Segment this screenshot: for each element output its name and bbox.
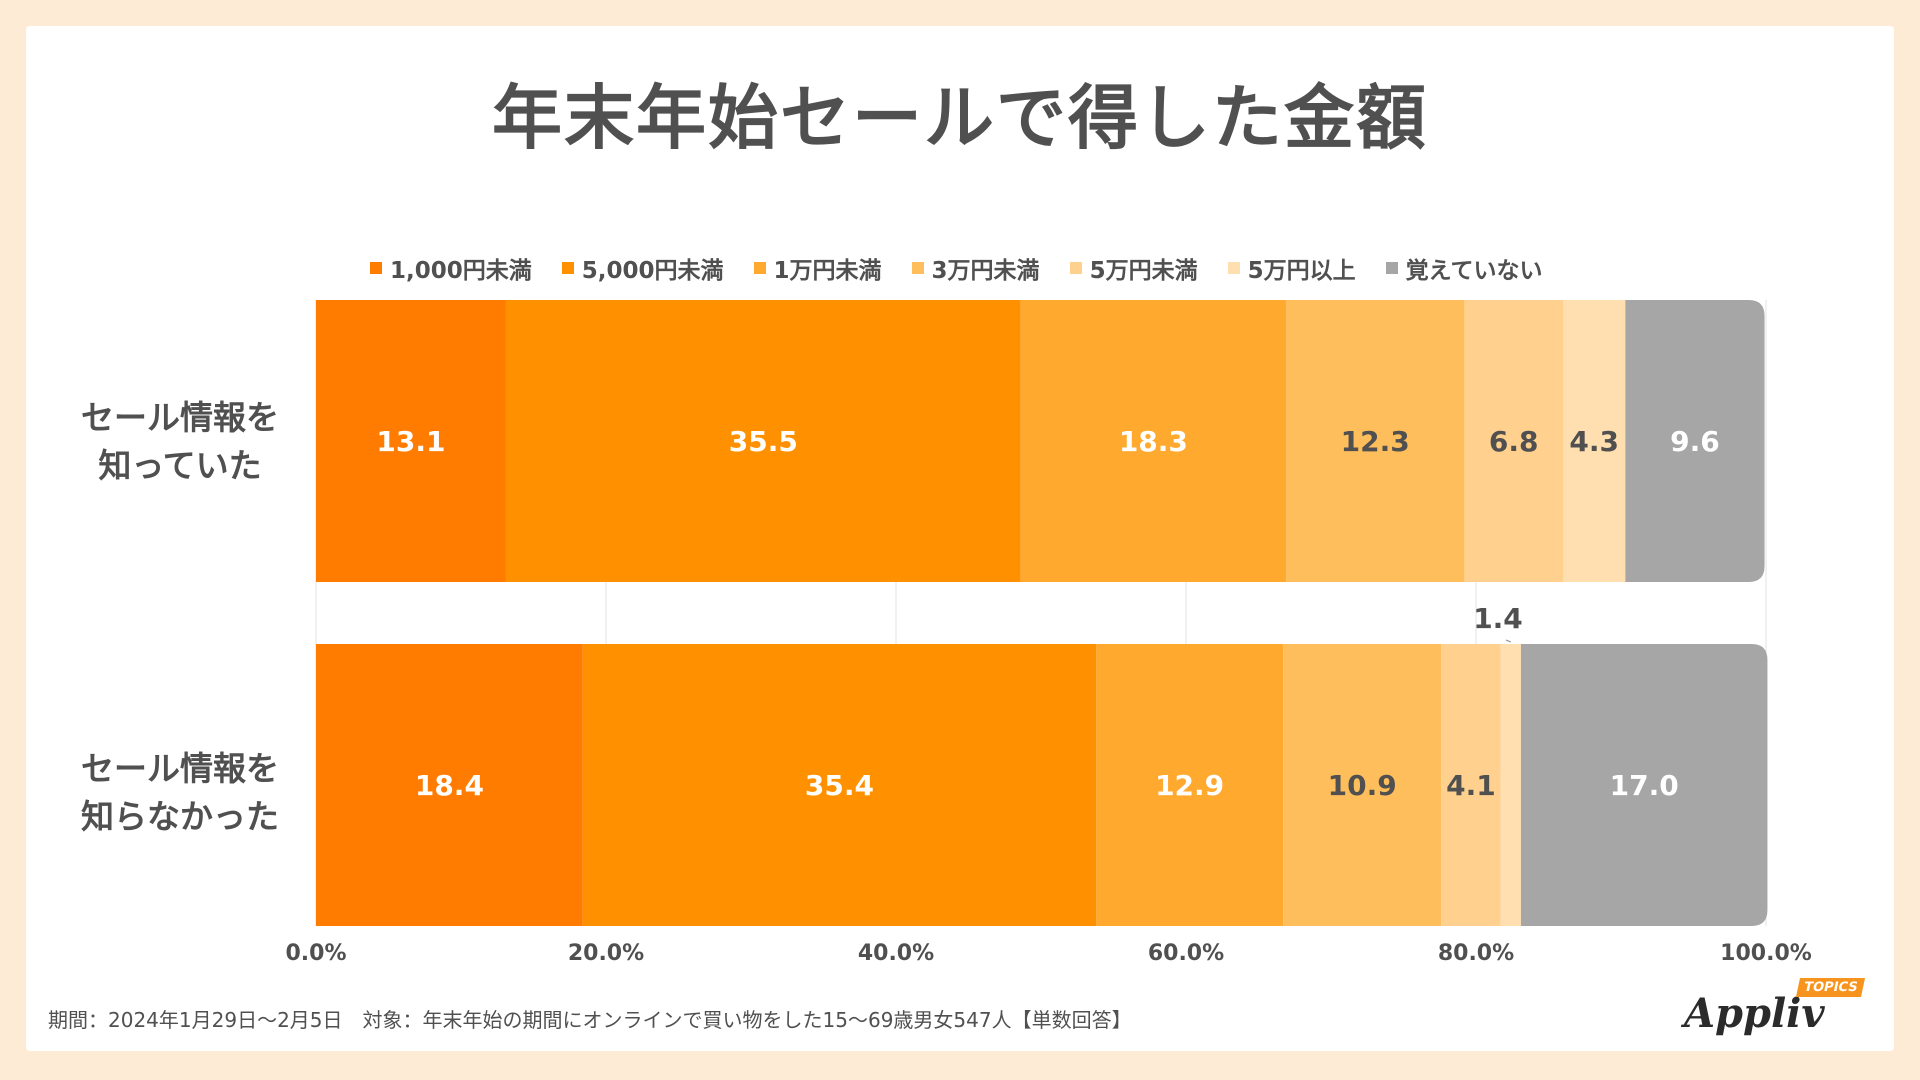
x-tick-label: 80.0%	[1438, 941, 1514, 966]
category-label-line: セール情報を	[81, 398, 279, 437]
category-label-line: 知っていた	[98, 446, 262, 485]
legend-item: 1,000円未満	[370, 251, 532, 285]
category-label-line: 知らなかった	[81, 797, 279, 836]
x-tick-label: 20.0%	[568, 941, 644, 966]
footnote: 期間：2024年1月29日〜2月5日 対象：年末年始の期間にオンラインで買い物を…	[48, 1008, 1132, 1032]
chart-title: 年末年始セールで得した金額	[492, 77, 1428, 159]
data-label: 17.0	[1610, 769, 1679, 802]
logo-badge: TOPICS	[1795, 978, 1866, 997]
bar-segment	[1520, 644, 1768, 926]
data-label: 12.9	[1155, 769, 1224, 802]
legend-item: 5,000円未満	[561, 251, 724, 285]
x-tick-label: 60.0%	[1148, 941, 1224, 966]
x-tick-label: 0.0%	[285, 941, 346, 966]
applIV-logo: Appliv TOPICS	[1684, 978, 1866, 1038]
data-label: 1.4	[1473, 602, 1523, 635]
data-label: 9.6	[1670, 425, 1720, 458]
legend-item: 3万円未満	[911, 251, 1040, 285]
data-label: 12.3	[1341, 425, 1410, 458]
data-label: 10.9	[1328, 769, 1397, 802]
legend-swatch	[1385, 262, 1398, 274]
legend-item: 1万円未満	[753, 251, 882, 285]
bar-segment	[1441, 644, 1501, 926]
legend-label: 1,000円未満	[390, 258, 532, 284]
legend-item: 5万円未満	[1069, 251, 1198, 285]
bar-segment	[1283, 644, 1442, 926]
bar-segment	[316, 644, 583, 926]
bar-segment	[1563, 300, 1626, 582]
legend-label: 5万円未満	[1089, 258, 1198, 284]
bar-segment	[1096, 644, 1284, 926]
data-label: 18.3	[1119, 425, 1188, 458]
legend-item: 覚えていない	[1385, 251, 1543, 285]
data-label: 35.4	[805, 769, 874, 802]
data-label: 13.1	[376, 425, 445, 458]
bar-segment	[1020, 300, 1287, 582]
category-label-did-not-know: セール情報を 知らなかった	[60, 745, 300, 841]
label-leader-line	[1505, 639, 1512, 643]
bar-segment	[1500, 644, 1521, 926]
x-tick-label: 40.0%	[858, 941, 934, 966]
bar-segment	[505, 300, 1021, 582]
legend-swatch	[1227, 262, 1240, 274]
bar-segment	[1464, 300, 1563, 582]
data-label: 35.5	[729, 425, 798, 458]
legend-swatch	[561, 262, 574, 274]
category-label-line: セール情報を	[81, 749, 279, 788]
bar-segment	[316, 300, 506, 582]
data-label: 18.4	[415, 769, 484, 802]
data-label: 4.3	[1569, 425, 1619, 458]
x-tick-label: 100.0%	[1720, 941, 1812, 966]
logo-wordmark: Appliv	[1684, 990, 1825, 1037]
data-label: 6.8	[1489, 425, 1539, 458]
legend-label: 5万円以上	[1247, 258, 1356, 284]
category-label-knew: セール情報を 知っていた	[60, 394, 300, 490]
legend-swatch	[911, 262, 924, 274]
chart-legend: 1,000円未満 5,000円未満 1万円未満 3万円未満 5万円未満 5万円以上 覚えてい…	[370, 252, 1542, 284]
legend-label: 5,000円未満	[581, 258, 724, 284]
bar-segment	[1286, 300, 1465, 582]
legend-swatch	[753, 262, 766, 274]
legend-swatch	[1069, 262, 1082, 274]
legend-label: 3万円未満	[931, 258, 1040, 284]
legend-label: 1万円未満	[773, 258, 882, 284]
legend-label: 覚えていない	[1405, 258, 1543, 284]
legend-swatch	[370, 262, 382, 274]
data-label: 4.1	[1446, 769, 1496, 802]
bar-segment	[582, 644, 1097, 926]
legend-item: 5万円以上	[1227, 251, 1356, 285]
bar-segment	[1625, 300, 1765, 582]
